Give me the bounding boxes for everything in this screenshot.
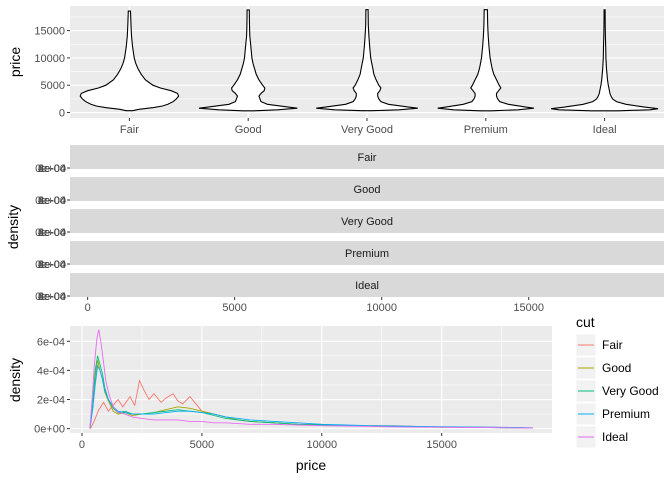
facet-x-tick-label: 0 — [85, 302, 91, 314]
facet-y-tick-label: 0e+00 — [35, 259, 66, 271]
density-x-tick-label: 5000 — [190, 439, 214, 451]
violin-y-ticks: 0 5000 10000 15000 — [34, 26, 70, 120]
facet-x-ticks: 0 5000 10000 15000 — [85, 297, 544, 314]
legend-label: Ideal — [602, 430, 628, 444]
facet-y-tick-label: 4e-04 — [38, 291, 66, 303]
facet-strip — [70, 273, 664, 297]
facet-y-tick-label: 6e-04 — [38, 291, 66, 303]
density-x-axis-label: price — [296, 457, 327, 473]
violin-good — [198, 9, 298, 112]
facet-y-tick-label: 2e-04 — [38, 195, 66, 207]
density-gridlines — [70, 326, 552, 433]
violin-very-good — [316, 9, 418, 112]
violin-x-tick-label: Premium — [464, 124, 508, 136]
facet-y-tick-label: 6e-04 — [38, 163, 66, 175]
density-line-ideal — [89, 329, 533, 429]
legend-label: Premium — [602, 407, 650, 421]
facet-strip — [70, 241, 664, 265]
violin-y-tick-label: 0 — [59, 108, 65, 120]
facet-y-axis-label: density — [5, 205, 21, 249]
facet-strip — [70, 145, 664, 169]
facet-strip-label: Fair — [358, 152, 377, 164]
violin-x-tick-label: Fair — [120, 124, 139, 136]
violin-ideal — [551, 9, 659, 112]
facet-strip — [70, 209, 664, 233]
facet-strip-label: Very Good — [341, 216, 393, 228]
facet-y-tick-label: 0e+00 — [35, 227, 66, 239]
facet-y-tick-label: 2e-04 — [38, 163, 66, 175]
density-y-tick-label: 4e-04 — [37, 365, 65, 377]
density-line-premium — [89, 364, 533, 429]
density-series-lines — [89, 329, 533, 429]
density-x-tick-label: 0 — [79, 439, 85, 451]
violin-x-tick-label: Ideal — [593, 124, 617, 136]
facet-strip-label: Ideal — [355, 280, 379, 292]
facet-x-tick-label: 5000 — [222, 302, 246, 314]
facet-strip-label: Premium — [345, 248, 389, 260]
facet-y-tick-label: 0e+00 — [35, 195, 66, 207]
density-y-tick-label: 0e+00 — [34, 424, 65, 436]
legend-items: Fair Good Very Good Premium Ideal — [575, 333, 659, 449]
violin-y-axis-label: price — [7, 47, 23, 78]
density-y-tick-label: 2e-04 — [37, 395, 65, 407]
facet-y-tick-label: 6e-04 — [38, 195, 66, 207]
violin-premium — [437, 9, 534, 112]
legend: cut Fair Good Very Good Premium Ideal — [575, 314, 659, 449]
density-y-tick-label: 6e-04 — [37, 336, 65, 348]
legend-label: Fair — [602, 338, 623, 352]
facet-y-tick-label: 4e-04 — [38, 195, 66, 207]
density-x-ticks: 0 5000 10000 15000 — [79, 433, 457, 451]
facet-y-tick-label: 2e-04 — [38, 227, 66, 239]
facet-y-tick-label: 4e-04 — [38, 259, 66, 271]
violin-y-tick-label: 5000 — [41, 80, 65, 92]
violin-shapes — [79, 9, 659, 112]
facet-strip-label: Good — [354, 184, 381, 196]
facet-y-tick-label: 0e+00 — [35, 291, 66, 303]
violin-y-tick-label: 10000 — [34, 53, 65, 65]
facet-y-ticks: 0e+002e-044e-046e-040e+002e-044e-046e-04… — [35, 163, 70, 303]
violin-fair — [79, 10, 180, 112]
facet-y-tick-label: 2e-04 — [38, 291, 66, 303]
violin-x-tick-label: Very Good — [341, 124, 393, 136]
legend-label: Good — [602, 361, 631, 375]
violin-x-ticks: Fair Good Very Good Premium Ideal — [120, 118, 617, 136]
violin-y-tick-label: 15000 — [34, 26, 65, 38]
violin-panel: 0 5000 10000 15000 Fair Good Very Good Premium… — [7, 6, 664, 136]
legend-title: cut — [576, 314, 595, 330]
facet-x-tick-label: 15000 — [513, 302, 544, 314]
legend-label: Very Good — [602, 384, 659, 398]
facet-y-tick-label: 2e-04 — [38, 259, 66, 271]
density-panel: 0e+00 2e-04 4e-04 6e-04 0 5000 10000 15000 pri… — [7, 326, 552, 473]
facet-y-tick-label: 6e-04 — [38, 227, 66, 239]
facet-y-tick-label: 4e-04 — [38, 163, 66, 175]
density-panel-background — [70, 326, 552, 433]
facet-y-tick-label: 0e+00 — [35, 163, 66, 175]
density-x-tick-label: 15000 — [426, 439, 457, 451]
facet-y-tick-label: 4e-04 — [38, 227, 66, 239]
facet-y-tick-label: 6e-04 — [38, 259, 66, 271]
facet-strips: Fair Good Very Good Premium Ideal — [70, 145, 664, 297]
density-x-tick-label: 10000 — [306, 439, 337, 451]
facet-strip — [70, 177, 664, 201]
facet-x-tick-label: 10000 — [366, 302, 397, 314]
violin-x-tick-label: Good — [235, 124, 262, 136]
density-y-axis-label: density — [7, 358, 23, 402]
density-y-ticks: 0e+00 2e-04 4e-04 6e-04 — [34, 336, 70, 436]
